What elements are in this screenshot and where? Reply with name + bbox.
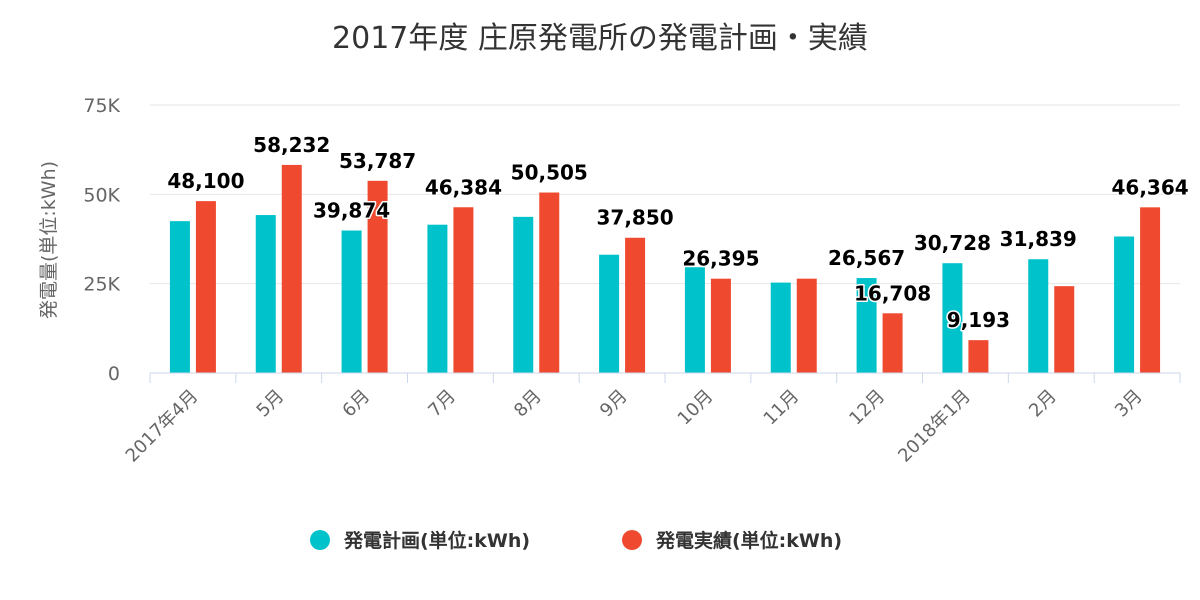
data-label: 37,850 xyxy=(596,206,673,230)
data-label: 31,839 xyxy=(1000,227,1077,251)
x-axis xyxy=(149,372,1181,383)
x-tick-label: 2018年1月 xyxy=(894,386,975,467)
data-label: 46,364 xyxy=(1111,175,1188,199)
y-tick-label: 75K xyxy=(83,95,120,117)
bars xyxy=(169,164,1161,373)
x-tick-label: 8月 xyxy=(510,386,546,422)
data-labels: 39,874 26,567 30,728 31,839 48,100 58,232 53,7… xyxy=(166,131,1190,333)
x-axis-ticks: 2017年4月 5月 6月 7月 8月 9月 10月 11月 12月 2018年1月 2月 3月 xyxy=(122,386,1147,467)
bar-series-1[interactable] xyxy=(341,230,362,373)
bar-series-2[interactable] xyxy=(539,192,560,373)
y-axis-label: 発電量(単位:kWh) xyxy=(38,161,60,319)
legend-label-series-2[interactable]: 発電実績(単位:kWh) xyxy=(655,529,842,552)
bar-series-1[interactable] xyxy=(1114,236,1135,373)
x-tick-label: 5月 xyxy=(253,386,289,422)
bar-series-1[interactable] xyxy=(169,221,190,373)
data-label: 26,567 xyxy=(828,246,905,270)
data-label: 30,728 xyxy=(914,231,991,255)
bar-series-2[interactable] xyxy=(625,237,646,373)
x-tick-label: 10月 xyxy=(674,386,718,430)
legend-marker-series-1 xyxy=(310,530,330,550)
data-label: 50,505 xyxy=(511,161,588,185)
legend-marker-series-2 xyxy=(622,530,642,550)
bar-series-1[interactable] xyxy=(942,263,963,373)
y-tick-label: 0 xyxy=(108,363,120,385)
x-tick-label: 2017年4月 xyxy=(122,386,203,467)
x-tick-label: 2月 xyxy=(1025,386,1061,422)
bar-series-1[interactable] xyxy=(770,282,791,373)
data-label: 39,874 xyxy=(313,199,390,223)
data-label: 58,232 xyxy=(253,133,330,157)
y-axis-ticks: 0 25K 50K 75K xyxy=(83,95,120,385)
bar-series-2[interactable] xyxy=(710,278,731,373)
data-label: 9,193 xyxy=(947,308,1010,332)
bar-series-2[interactable] xyxy=(1140,207,1161,373)
data-label: 16,708 xyxy=(854,281,931,305)
data-label: 53,787 xyxy=(339,149,416,173)
bar-series-2[interactable] xyxy=(367,180,388,373)
grid-lines xyxy=(150,104,1180,285)
x-tick-label: 9月 xyxy=(596,386,632,422)
legend[interactable]: 発電計画(単位:kWh) 発電実績(単位:kWh) xyxy=(310,529,842,552)
bar-series-1[interactable] xyxy=(684,267,705,373)
bar-series-1[interactable] xyxy=(856,278,877,373)
bar-series-2[interactable] xyxy=(1054,286,1075,373)
x-tick-label: 7月 xyxy=(424,386,460,422)
x-tick-label: 3月 xyxy=(1111,386,1147,422)
bar-series-2[interactable] xyxy=(882,313,903,373)
bar-series-1[interactable] xyxy=(255,215,276,373)
data-label: 26,395 xyxy=(682,247,759,271)
legend-label-series-1[interactable]: 発電計画(単位:kWh) xyxy=(343,529,530,552)
bar-series-2[interactable] xyxy=(796,278,817,373)
chart-title: 2017年度 庄原発電所の発電計画・実績 xyxy=(332,21,868,56)
data-label: 46,384 xyxy=(425,175,502,199)
bar-series-1[interactable] xyxy=(513,216,534,373)
bar-series-1[interactable] xyxy=(427,224,448,373)
bar-series-1[interactable] xyxy=(1028,259,1049,373)
bar-series-2[interactable] xyxy=(195,201,216,373)
x-tick-label: 11月 xyxy=(760,386,804,430)
x-tick-label: 6月 xyxy=(338,386,374,422)
bar-series-2[interactable] xyxy=(453,207,474,373)
bar-series-2[interactable] xyxy=(968,340,989,373)
bar-series-1[interactable] xyxy=(599,254,620,373)
data-label: 48,100 xyxy=(167,169,244,193)
bar-series-2[interactable] xyxy=(281,164,302,373)
y-tick-label: 50K xyxy=(83,184,120,206)
x-tick-label: 12月 xyxy=(845,386,889,430)
y-tick-label: 25K xyxy=(83,274,120,296)
